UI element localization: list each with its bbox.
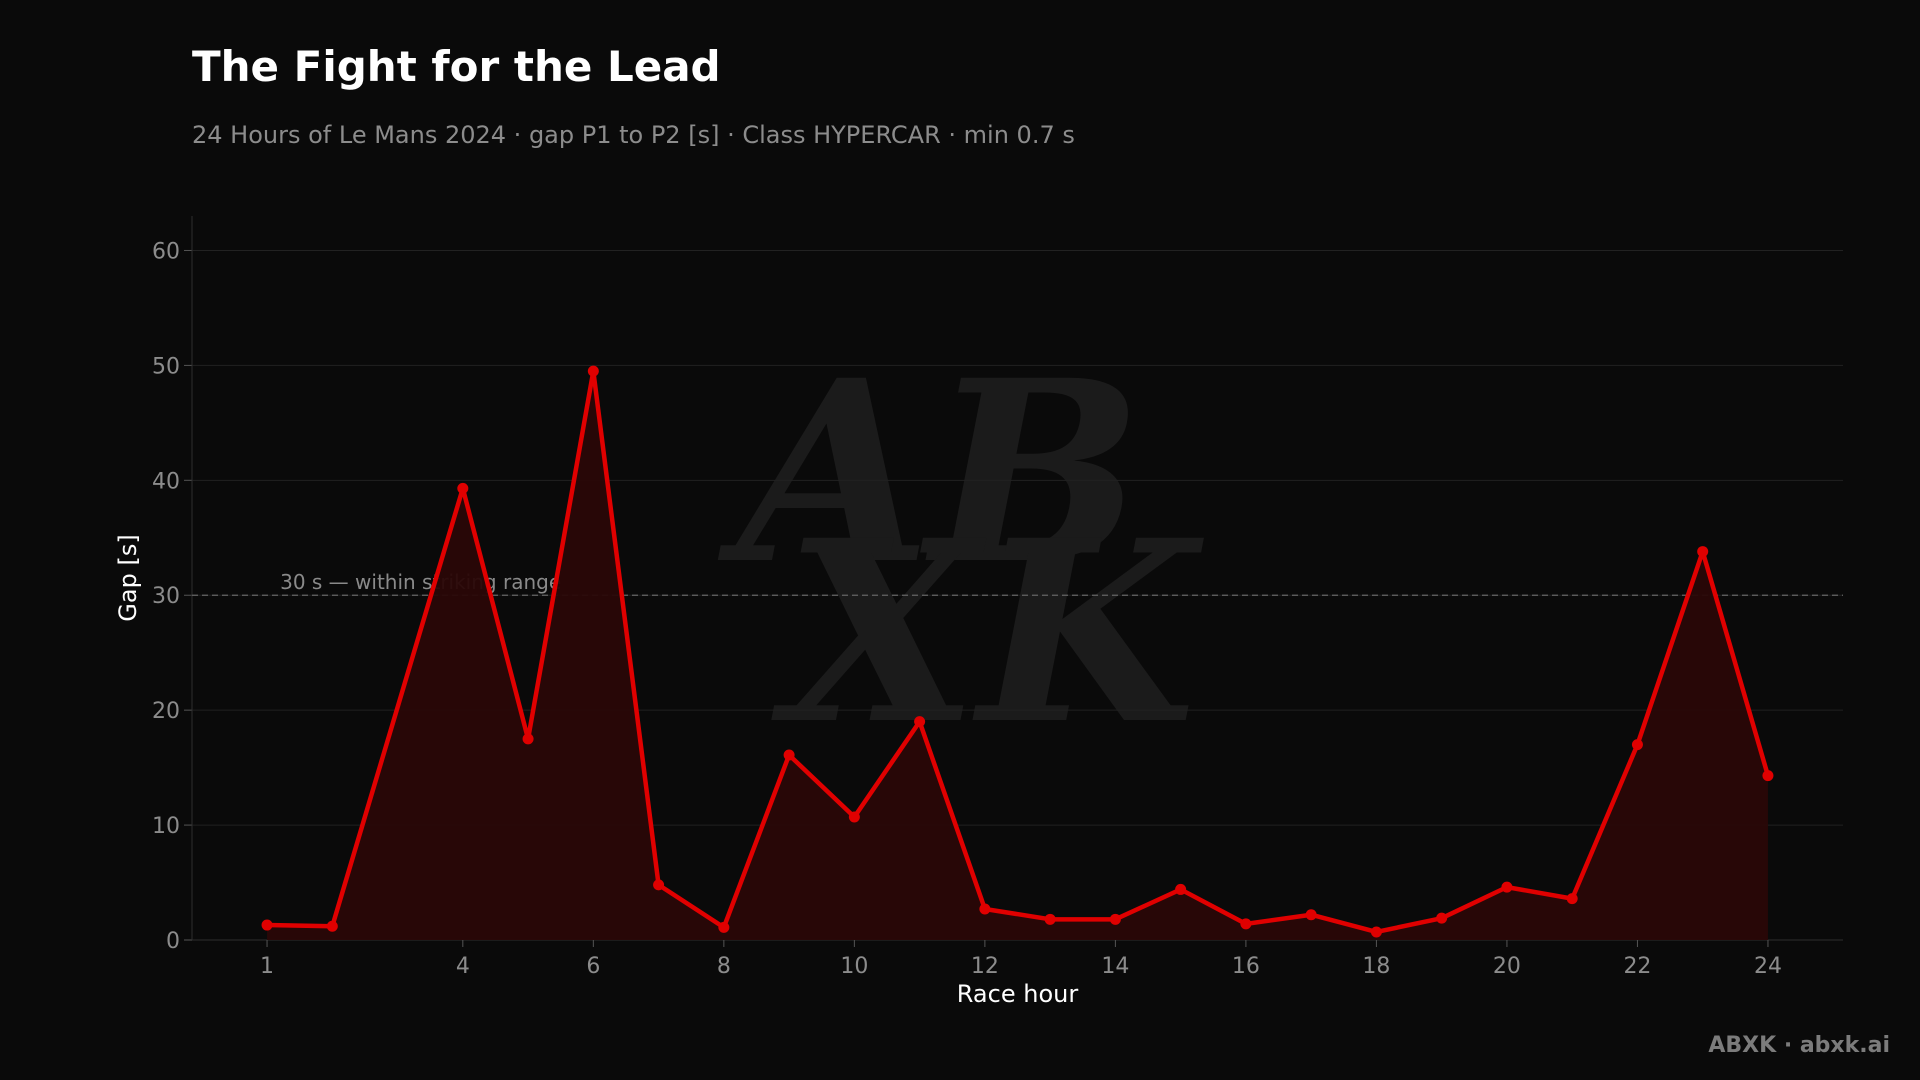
reference-line-label: 30 s — within striking range [280,570,561,594]
y-tick-label: 30 [152,584,180,609]
x-tick-label: 24 [1754,954,1782,979]
data-point [848,811,860,823]
x-axis-label: Race hour [957,980,1079,1008]
data-point [1436,912,1448,924]
data-point [979,903,991,915]
x-tick-label: 20 [1493,954,1521,979]
data-point [1370,926,1382,938]
x-tick-label: 12 [971,954,999,979]
y-tick-label: 10 [152,814,180,839]
brand-footer: ABXK · abxk.ai [1708,1033,1890,1058]
y-axis-label: Gap [s] [114,534,142,621]
watermark-line-1: AB [717,325,1142,619]
data-point [718,921,730,933]
data-point [1631,739,1643,751]
x-tick-label: 14 [1101,954,1129,979]
x-tick-label: 16 [1232,954,1260,979]
chart-title: The Fight for the Lead [192,42,721,91]
x-tick-label: 4 [456,954,470,979]
y-tick-label: 60 [152,239,180,264]
x-tick-label: 8 [717,954,731,979]
data-point [653,879,665,891]
data-point [914,716,926,728]
chart-subtitle: 24 Hours of Le Mans 2024 · gap P1 to P2 … [192,121,1075,149]
data-point [261,919,273,931]
data-point [587,365,599,377]
data-point [1305,909,1317,921]
data-point [326,920,338,932]
y-tick-label: 20 [152,699,180,724]
data-point [1109,913,1121,925]
y-tick-label: 50 [152,354,180,379]
data-point [1697,546,1709,558]
data-point [783,749,795,761]
series-area [267,371,1768,941]
x-tick-label: 1 [260,954,274,979]
x-tick-label: 22 [1623,954,1651,979]
data-point [1044,913,1056,925]
x-tick-label: 18 [1362,954,1390,979]
series-group [261,365,1774,941]
data-point [1566,893,1578,905]
watermark: ABXK [717,325,1204,779]
x-tick-label: 10 [840,954,868,979]
y-tick-label: 40 [152,469,180,494]
data-point [522,733,534,745]
axis-labels: Race hour Gap [s] [114,534,1078,1008]
data-point [1501,881,1513,893]
x-tick-label: 6 [586,954,600,979]
data-point [1175,883,1187,895]
data-point [457,482,469,494]
data-point [1240,918,1252,930]
data-point [1762,770,1774,782]
watermark-line-2: XK [770,485,1204,779]
y-tick-label: 0 [166,929,180,954]
